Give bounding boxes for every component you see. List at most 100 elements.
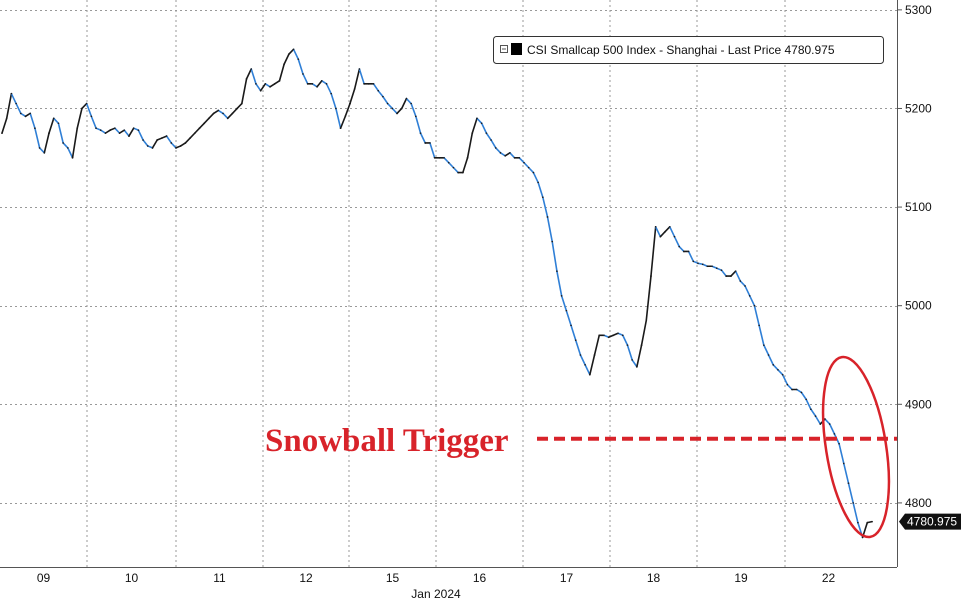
data-point-22 <box>104 132 107 134</box>
data-point-141 <box>664 230 666 233</box>
data-point-131 <box>617 332 619 335</box>
data-point-166 <box>781 373 784 376</box>
series-segment-53 <box>245 68 253 80</box>
data-point-10 <box>48 132 50 134</box>
data-point-41 <box>194 132 196 134</box>
data-point-168 <box>791 388 793 391</box>
data-point-103 <box>485 132 488 134</box>
data-point-6 <box>29 112 32 115</box>
series-segment-105 <box>490 139 497 149</box>
data-point-174 <box>819 423 822 425</box>
data-point-152 <box>716 267 718 270</box>
data-point-106 <box>499 152 502 154</box>
data-point-64 <box>302 73 304 75</box>
data-point-66 <box>311 83 314 85</box>
series-segment-157 <box>734 270 742 282</box>
data-point-129 <box>607 336 610 339</box>
series-segment-24 <box>109 127 116 131</box>
data-point-105 <box>494 147 497 149</box>
data-point-144 <box>678 245 680 248</box>
series-segment-103 <box>480 122 488 134</box>
series-segment-46 <box>212 109 220 115</box>
series-segment-75 <box>349 87 356 105</box>
data-point-37 <box>175 147 177 149</box>
data-point-109 <box>513 156 516 159</box>
series-segment-41 <box>189 132 196 139</box>
series-segment-153 <box>716 267 723 271</box>
data-point-130 <box>612 334 615 337</box>
series-segment-21 <box>95 127 102 131</box>
series-segment-42 <box>194 127 201 134</box>
series-segment-123 <box>574 339 582 356</box>
data-point-107 <box>504 155 506 157</box>
data-point-114 <box>537 181 539 184</box>
data-point-149 <box>701 263 704 266</box>
x-tick-label-10: 10 <box>125 571 139 585</box>
series-segment-120 <box>560 295 568 312</box>
data-point-104 <box>490 139 492 141</box>
data-point-175 <box>824 418 826 420</box>
data-point-62 <box>292 48 295 51</box>
data-point-182 <box>857 521 859 524</box>
series-segment-122 <box>570 324 577 342</box>
y-tick-label-5200: 5200 <box>905 101 932 115</box>
x-tick-label-09: 09 <box>37 571 51 585</box>
series-segment-10 <box>43 132 50 154</box>
data-point-34 <box>161 137 163 139</box>
series-segment-82 <box>382 95 389 105</box>
series-segment-154 <box>720 269 728 277</box>
data-point-45 <box>212 112 215 115</box>
data-point-148 <box>697 262 699 265</box>
series-segment-29 <box>132 127 140 131</box>
data-point-120 <box>565 309 568 312</box>
data-point-110 <box>518 156 521 159</box>
series-segment-112 <box>523 161 530 169</box>
data-point-101 <box>476 117 478 120</box>
series-segment-167 <box>781 373 789 386</box>
series-segment-130 <box>607 334 615 339</box>
data-point-94 <box>443 156 445 159</box>
data-point-97 <box>457 171 459 174</box>
data-point-108 <box>509 152 511 154</box>
series-segment-72 <box>335 107 342 129</box>
data-point-58 <box>273 83 276 85</box>
legend-collapse-icon <box>500 45 508 53</box>
series-segment-69 <box>320 80 328 85</box>
series-segment-90 <box>419 132 427 144</box>
data-point-76 <box>358 68 361 70</box>
series-segment-136 <box>636 344 643 368</box>
data-point-0 <box>1 132 3 134</box>
data-point-177 <box>833 433 836 435</box>
data-point-21 <box>99 129 102 131</box>
data-point-122 <box>574 339 577 342</box>
data-point-59 <box>278 80 281 82</box>
series-segment-121 <box>565 309 572 327</box>
x-tick-label-11: 11 <box>213 571 226 585</box>
data-point-50 <box>236 107 238 110</box>
data-point-17 <box>81 107 83 110</box>
series-segment-158 <box>739 280 746 287</box>
series-segment-36 <box>165 135 173 144</box>
data-point-51 <box>241 102 243 105</box>
series-segment-25 <box>114 127 121 134</box>
data-point-169 <box>795 388 798 391</box>
series-segment-185 <box>866 520 873 524</box>
data-point-7 <box>34 127 36 129</box>
data-point-86 <box>405 97 408 100</box>
series-segment-23 <box>104 129 111 134</box>
series-segment-64 <box>297 58 304 75</box>
data-point-179 <box>842 462 845 465</box>
series-segment-14 <box>62 142 69 149</box>
series-segment-171 <box>800 391 807 401</box>
data-point-92 <box>433 156 436 159</box>
data-point-167 <box>786 383 789 386</box>
series-segment-179 <box>838 442 845 465</box>
data-point-132 <box>621 334 624 337</box>
series-segment-86 <box>400 97 408 110</box>
data-point-31 <box>146 145 149 147</box>
series-segment-22 <box>99 129 107 134</box>
series-segment-55 <box>255 83 262 92</box>
data-point-65 <box>306 83 309 85</box>
data-point-95 <box>447 161 450 164</box>
series-segment-165 <box>772 364 779 371</box>
